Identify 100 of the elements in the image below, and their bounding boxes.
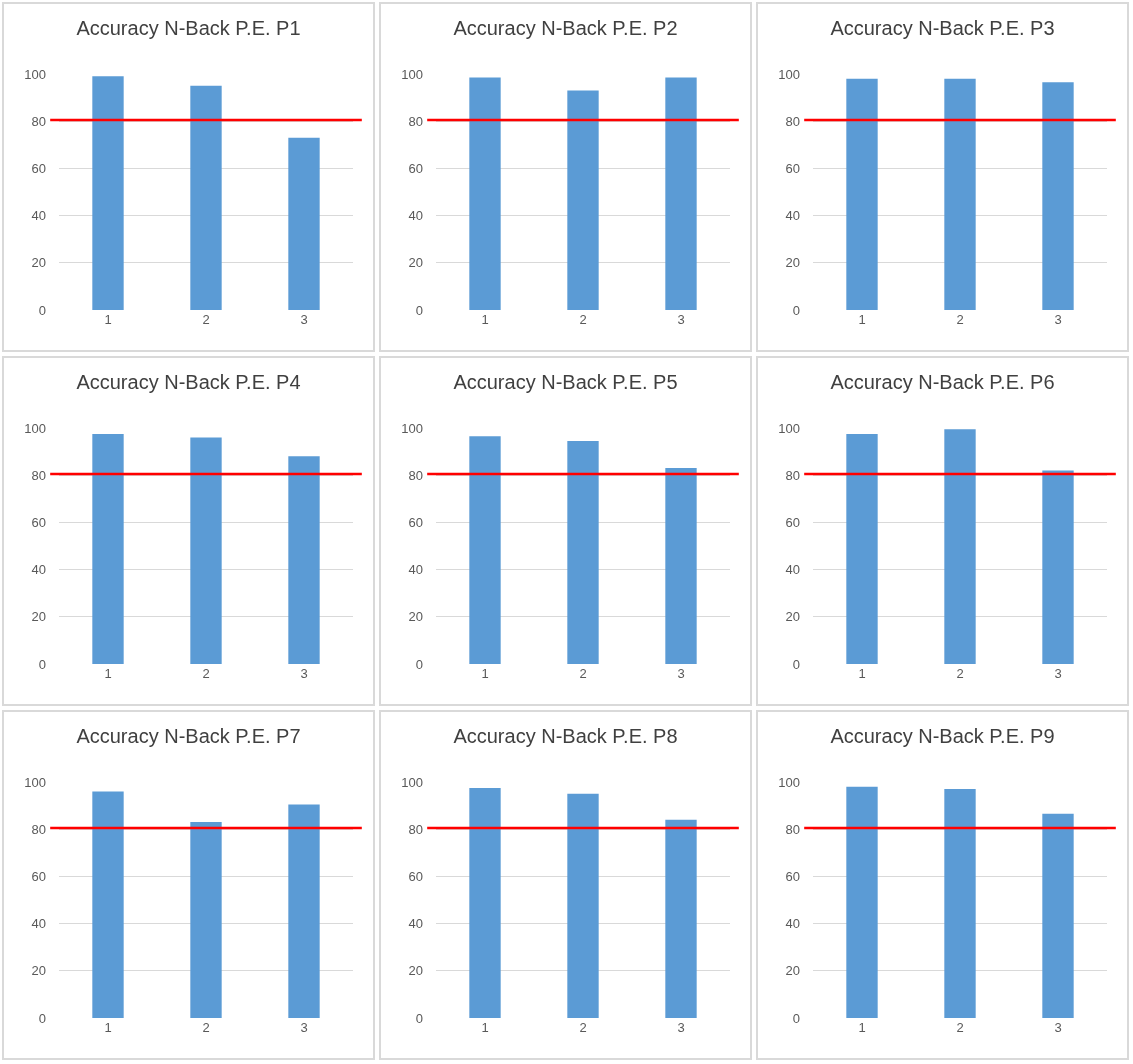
x-tick-label: 1 [104, 1020, 112, 1035]
x-tick-label: 1 [481, 312, 489, 327]
x-tick-label: 3 [1054, 1020, 1062, 1035]
bar [92, 76, 124, 310]
y-tick-label: 20 [408, 255, 423, 271]
x-tick-label: 3 [677, 312, 685, 327]
y-tick-label: 20 [785, 963, 800, 979]
y-tick-label: 80 [31, 821, 46, 837]
x-tick-label: 3 [300, 666, 308, 681]
chart-title: Accuracy N-Back P.E. P1 [76, 17, 301, 40]
y-tick-label: 60 [31, 514, 46, 530]
y-tick-label: 0 [38, 302, 46, 318]
y-tick-label: 100 [24, 774, 46, 790]
y-tick-label: 0 [415, 302, 423, 318]
x-tick-label: 2 [579, 1020, 587, 1035]
x-tick-label: 2 [956, 1020, 964, 1035]
chart-title: Accuracy N-Back P.E. P9 [830, 725, 1055, 748]
y-tick-label: 20 [408, 963, 423, 979]
x-tick-label: 3 [300, 1020, 308, 1035]
y-tick-label: 80 [408, 467, 423, 483]
chart-title: Accuracy N-Back P.E. P8 [453, 725, 678, 748]
x-tick-label: 2 [202, 1020, 210, 1035]
y-tick-label: 40 [31, 562, 46, 578]
x-tick-label: 3 [1054, 312, 1062, 327]
x-tick-label: 2 [579, 312, 587, 327]
y-tick-label: 60 [31, 868, 46, 884]
chart-title: Accuracy N-Back P.E. P6 [830, 371, 1055, 394]
chart-title: Accuracy N-Back P.E. P3 [830, 17, 1055, 40]
y-tick-label: 20 [31, 963, 46, 979]
bar [190, 822, 222, 1018]
y-tick-label: 20 [408, 609, 423, 625]
x-tick-label: 1 [104, 312, 112, 327]
bar [846, 433, 878, 664]
y-tick-label: 40 [408, 562, 423, 578]
y-tick-label: 40 [31, 916, 46, 932]
x-tick-label: 1 [858, 312, 866, 327]
y-tick-label: 100 [24, 420, 46, 436]
y-tick-label: 60 [785, 514, 800, 530]
bar [944, 429, 976, 664]
x-tick-label: 2 [202, 666, 210, 681]
bar [944, 789, 976, 1018]
y-tick-label: 40 [31, 208, 46, 224]
x-tick-label: 1 [481, 1020, 489, 1035]
y-tick-label: 80 [408, 113, 423, 129]
y-tick-label: 60 [31, 160, 46, 176]
y-tick-label: 60 [408, 868, 423, 884]
y-tick-label: 80 [31, 467, 46, 483]
y-tick-label: 20 [785, 255, 800, 271]
y-tick-label: 20 [31, 609, 46, 625]
bar [469, 787, 501, 1018]
bar [1042, 470, 1074, 664]
y-tick-label: 80 [785, 113, 800, 129]
chart-title: Accuracy N-Back P.E. P2 [453, 17, 678, 40]
y-tick-label: 40 [408, 916, 423, 932]
bar [92, 791, 124, 1018]
y-tick-label: 40 [408, 208, 423, 224]
y-tick-label: 100 [401, 66, 423, 82]
bar [288, 804, 320, 1018]
y-tick-label: 0 [792, 656, 800, 672]
y-tick-label: 100 [778, 66, 800, 82]
x-tick-label: 2 [956, 312, 964, 327]
y-tick-label: 60 [785, 160, 800, 176]
bar [665, 819, 697, 1018]
x-tick-label: 3 [677, 666, 685, 681]
y-tick-label: 100 [401, 774, 423, 790]
y-tick-label: 60 [408, 514, 423, 530]
x-tick-label: 2 [956, 666, 964, 681]
y-tick-label: 40 [785, 916, 800, 932]
y-tick-label: 100 [24, 66, 46, 82]
bar [288, 137, 320, 310]
bar [190, 85, 222, 310]
y-tick-label: 100 [401, 420, 423, 436]
y-tick-label: 0 [38, 1010, 46, 1026]
bar [1042, 813, 1074, 1018]
x-tick-label: 1 [858, 1020, 866, 1035]
y-tick-label: 20 [785, 609, 800, 625]
y-tick-label: 80 [408, 821, 423, 837]
chart-title: Accuracy N-Back P.E. P7 [76, 725, 301, 748]
y-tick-label: 60 [785, 868, 800, 884]
y-tick-label: 80 [785, 467, 800, 483]
x-tick-label: 1 [104, 666, 112, 681]
bar [567, 793, 599, 1018]
y-tick-label: 40 [785, 208, 800, 224]
x-tick-label: 3 [677, 1020, 685, 1035]
x-tick-label: 3 [300, 312, 308, 327]
chart-title: Accuracy N-Back P.E. P4 [76, 371, 301, 394]
y-tick-label: 0 [38, 656, 46, 672]
y-tick-label: 0 [792, 1010, 800, 1026]
x-tick-label: 1 [481, 666, 489, 681]
y-tick-label: 40 [785, 562, 800, 578]
y-tick-label: 0 [415, 656, 423, 672]
y-tick-label: 100 [778, 774, 800, 790]
x-tick-label: 2 [579, 666, 587, 681]
bar [846, 786, 878, 1018]
y-tick-label: 80 [785, 821, 800, 837]
y-tick-label: 20 [31, 255, 46, 271]
x-tick-label: 1 [858, 666, 866, 681]
chart-title: Accuracy N-Back P.E. P5 [453, 371, 678, 394]
y-tick-label: 0 [415, 1010, 423, 1026]
x-tick-label: 3 [1054, 666, 1062, 681]
